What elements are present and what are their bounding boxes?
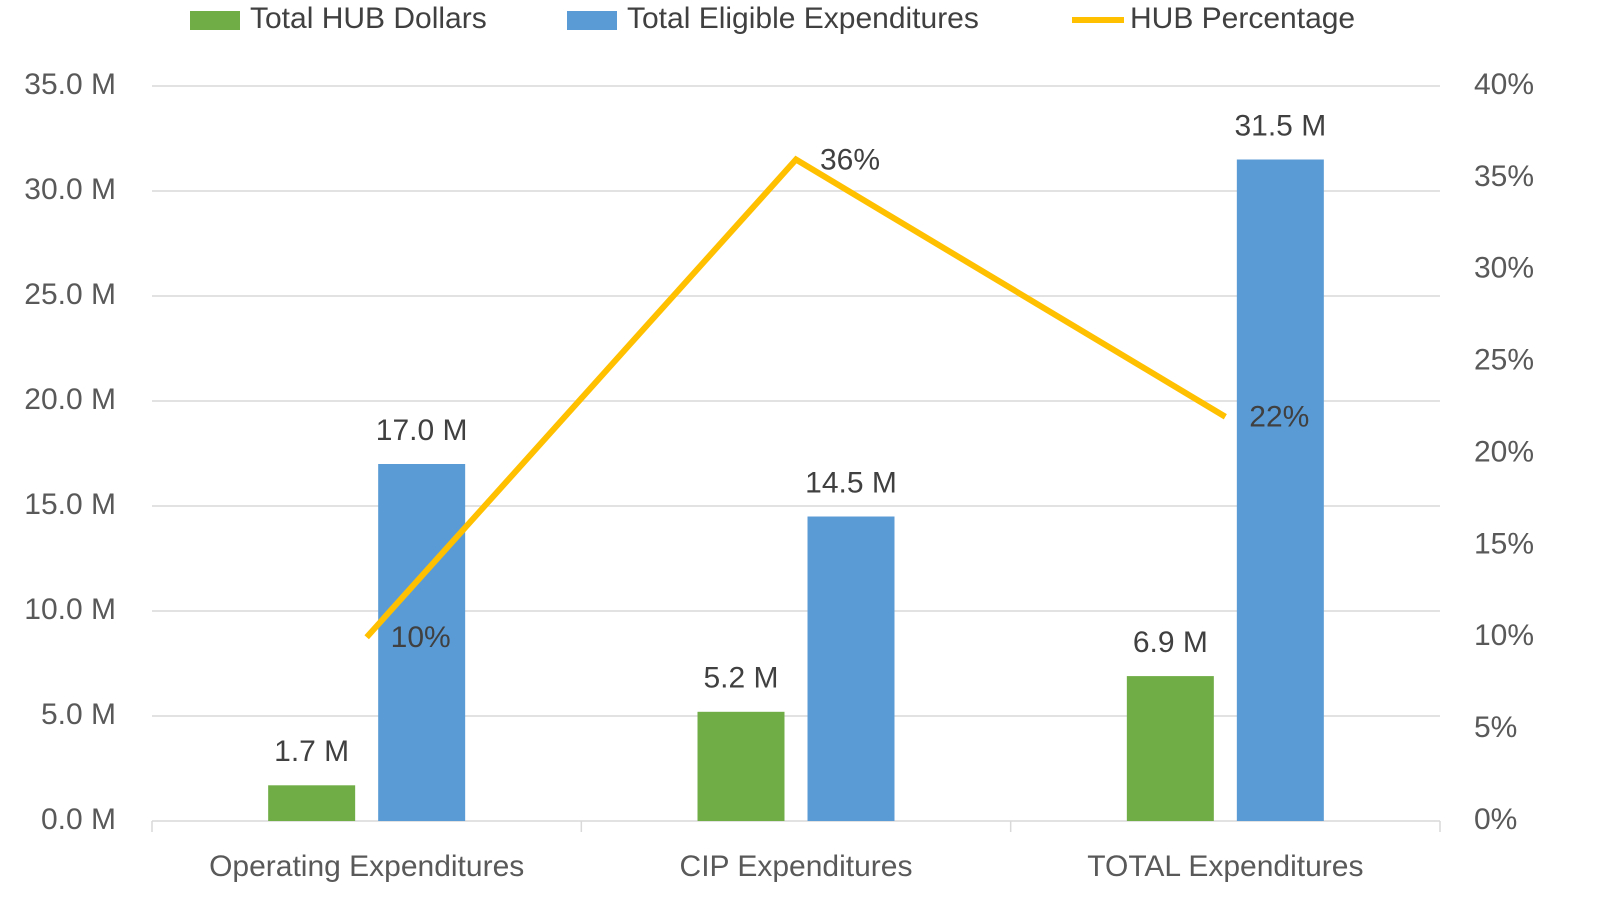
- x-tick-label: CIP Expenditures: [680, 850, 913, 883]
- bar-value-label: 5.2 M: [703, 662, 778, 695]
- y2-tick-label: 10%: [1474, 619, 1534, 652]
- y-tick-label: 15.0 M: [24, 488, 116, 521]
- bar-value-label: 1.7 M: [274, 735, 349, 768]
- x-tick-label: Operating Expenditures: [209, 850, 524, 883]
- bar: [268, 785, 356, 821]
- legend-label: Total Eligible Expenditures: [627, 2, 979, 35]
- y2-tick-label: 5%: [1474, 711, 1517, 744]
- y-tick-label: 30.0 M: [24, 173, 116, 206]
- bar-value-label: 31.5 M: [1234, 109, 1326, 142]
- legend-swatch: [190, 11, 240, 30]
- y2-tick-label: 15%: [1474, 527, 1534, 560]
- bar-value-label: 17.0 M: [376, 414, 468, 447]
- y2-tick-label: 20%: [1474, 435, 1534, 468]
- legend-label: Total HUB Dollars: [250, 2, 487, 35]
- bar: [807, 516, 895, 821]
- y2-tick-label: 25%: [1474, 344, 1534, 377]
- bar: [697, 711, 785, 821]
- y2-tick-label: 30%: [1474, 252, 1534, 285]
- y-tick-label: 10.0 M: [24, 593, 116, 626]
- y2-tick-label: 0%: [1474, 803, 1517, 836]
- y-tick-label: 35.0 M: [24, 68, 116, 101]
- bar: [1236, 159, 1324, 821]
- bar-value-label: 14.5 M: [805, 466, 897, 499]
- line: [364, 155, 1227, 640]
- y2-tick-label: 40%: [1474, 68, 1534, 101]
- legend-label: HUB Percentage: [1130, 2, 1355, 35]
- bar-value-label: 6.9 M: [1133, 626, 1208, 659]
- line-value-label: 10%: [391, 621, 451, 654]
- y-tick-label: 5.0 M: [41, 698, 116, 731]
- line-value-label: 22%: [1249, 401, 1309, 434]
- y2-tick-label: 35%: [1474, 160, 1534, 193]
- y-tick-label: 25.0 M: [24, 278, 116, 311]
- bar: [378, 464, 466, 821]
- y-tick-label: 0.0 M: [41, 803, 116, 836]
- y-tick-label: 20.0 M: [24, 383, 116, 416]
- bar: [1126, 676, 1214, 821]
- x-tick-label: TOTAL Expenditures: [1087, 850, 1363, 883]
- legend-swatch: [567, 11, 617, 30]
- line-value-label: 36%: [820, 143, 880, 176]
